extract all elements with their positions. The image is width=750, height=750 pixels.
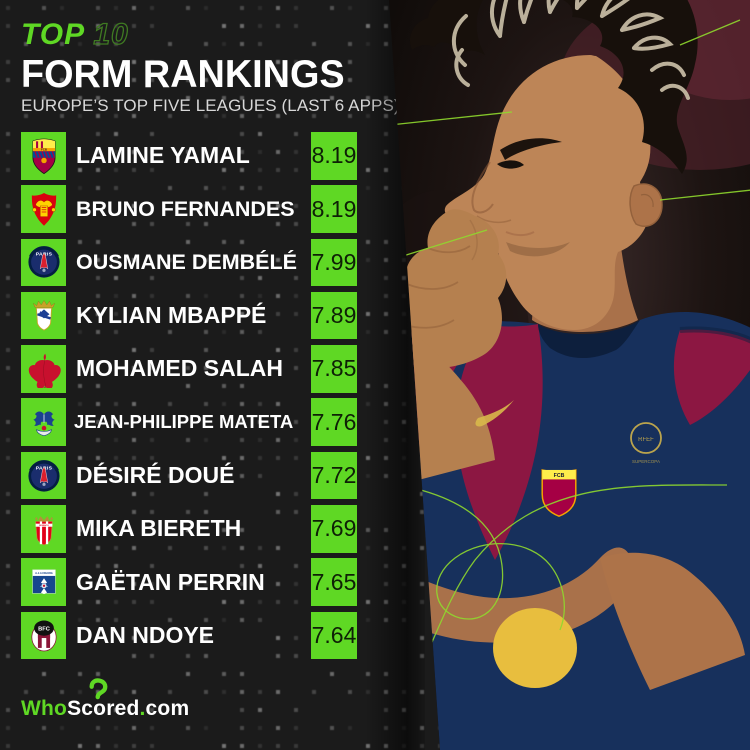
svg-text:FCB: FCB — [40, 147, 46, 151]
svg-text:SUPERCOPA: SUPERCOPA — [632, 459, 660, 464]
svg-text:RFEF: RFEF — [638, 437, 654, 443]
svg-text:BFC: BFC — [38, 627, 50, 633]
svg-text:FCB: FCB — [554, 473, 565, 479]
